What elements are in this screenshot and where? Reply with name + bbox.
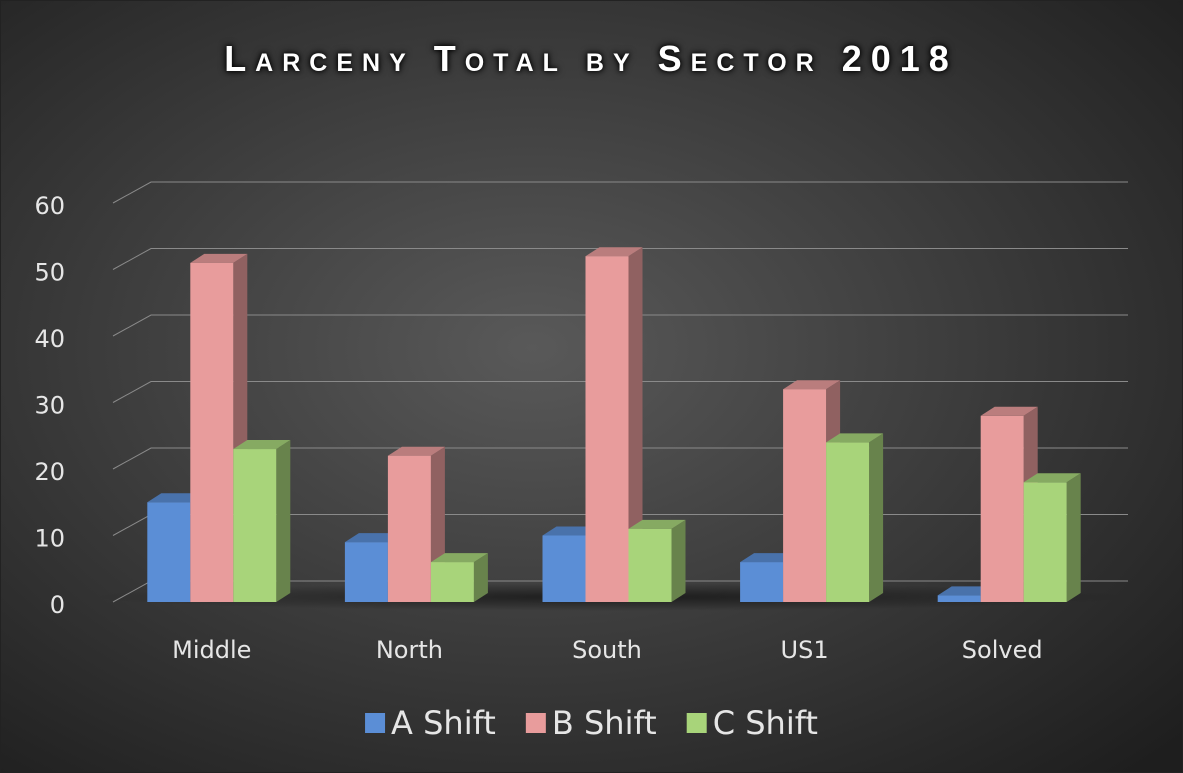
x-tick-label: South xyxy=(572,636,642,664)
bar xyxy=(585,256,629,602)
bar-top xyxy=(740,553,798,563)
legend-label: C Shift xyxy=(713,704,818,742)
legend-item: A Shift xyxy=(365,704,496,742)
bar-top xyxy=(233,440,291,450)
bar-top xyxy=(585,247,643,257)
chart-title: Larceny Total by Sector 2018 xyxy=(224,38,958,79)
bar-side xyxy=(276,440,291,602)
x-tick-label: Middle xyxy=(172,636,251,664)
bar xyxy=(783,389,827,602)
bar-top xyxy=(783,380,841,390)
grid-line xyxy=(112,248,1128,270)
bar-top xyxy=(430,553,488,563)
bar xyxy=(826,442,870,602)
bar xyxy=(190,262,234,602)
y-tick-label: 10 xyxy=(34,525,65,553)
grid-line xyxy=(112,181,1128,204)
bar-top xyxy=(147,493,205,503)
legend-swatch xyxy=(686,713,707,733)
bar xyxy=(937,595,981,602)
bar xyxy=(1023,482,1067,602)
bar-top xyxy=(628,519,686,529)
bar-top xyxy=(344,533,402,543)
bar xyxy=(980,415,1024,602)
legend-item: B Shift xyxy=(525,704,657,742)
bar-top xyxy=(826,433,884,443)
y-tick-label: 20 xyxy=(34,458,65,486)
bar-side xyxy=(473,553,488,602)
legend-item: C Shift xyxy=(686,704,818,742)
bar xyxy=(430,562,474,602)
bar-top xyxy=(1023,473,1081,483)
legend-swatch xyxy=(365,713,386,733)
bar-top xyxy=(542,526,600,536)
y-tick-label: 0 xyxy=(50,591,65,619)
x-tick-label: Solved xyxy=(962,636,1043,664)
legend-label: B Shift xyxy=(552,704,657,742)
x-tick-label: US1 xyxy=(781,636,829,664)
bar-top xyxy=(387,446,445,456)
bar-side xyxy=(671,519,686,602)
y-tick-label: 50 xyxy=(34,259,65,287)
x-tick-label: North xyxy=(376,636,443,664)
bar-top xyxy=(980,406,1038,416)
bar-top xyxy=(190,253,248,263)
legend-label: A Shift xyxy=(391,704,496,742)
bar xyxy=(233,449,277,602)
y-tick-label: 40 xyxy=(34,325,65,353)
y-tick-label: 60 xyxy=(34,192,65,220)
bar-side xyxy=(869,433,884,602)
y-tick-label: 30 xyxy=(34,392,65,420)
grid-line xyxy=(112,314,1128,337)
bar xyxy=(542,535,586,602)
bar xyxy=(344,542,388,602)
bar xyxy=(740,562,784,602)
bar-top xyxy=(937,586,995,596)
bar-side xyxy=(628,247,643,602)
bar xyxy=(147,502,191,602)
bar-side xyxy=(1066,473,1081,602)
legend-swatch xyxy=(525,713,546,733)
bar xyxy=(628,528,672,602)
bar xyxy=(387,455,431,602)
